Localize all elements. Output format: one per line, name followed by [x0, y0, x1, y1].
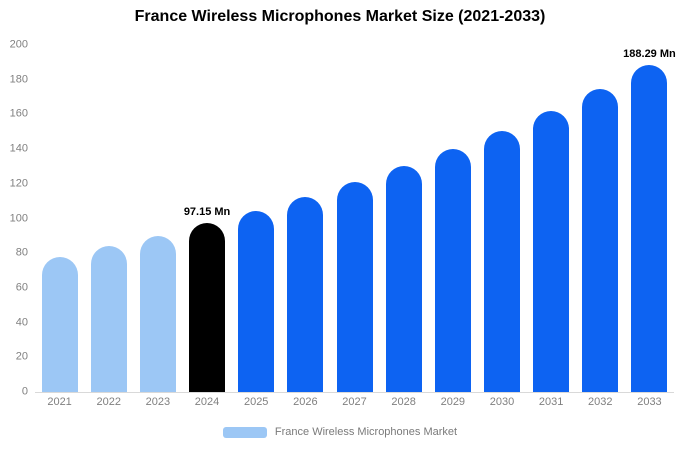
- y-tick-label: 60: [15, 281, 28, 294]
- y-tick-label: 0: [21, 385, 28, 398]
- bar-2028: [385, 166, 422, 392]
- bar-2029: [434, 148, 471, 392]
- x-axis: 2021 2022 2023 2024 2025 2026 2027 2028 2029 2030…: [35, 396, 674, 408]
- y-tick-label: 100: [9, 212, 28, 224]
- bar-2024: 97.15 Mn: [184, 206, 230, 392]
- bar-slot: [232, 45, 281, 392]
- x-axis-label: 2033: [637, 396, 662, 408]
- y-tick-label: 120: [9, 177, 28, 190]
- x-axis-label: 2026: [293, 396, 318, 408]
- legend: France Wireless Microphones Market: [0, 426, 680, 438]
- legend-label: France Wireless Microphones Market: [274, 426, 458, 438]
- x-axis-label: 2022: [96, 396, 121, 408]
- bar-2022: [90, 246, 127, 392]
- bar-slot: [576, 45, 625, 392]
- y-axis: 0 20 40 60 80 100 120 140 160 180 200: [0, 39, 28, 397]
- bar-2033: 188.29 Mn: [623, 48, 676, 392]
- bar-slot: [477, 45, 526, 392]
- bar-slot: [527, 45, 576, 392]
- y-tick-label: 200: [9, 38, 28, 51]
- bars-row: 97.15 Mn 188.29 Mn: [35, 45, 676, 392]
- bar-2031: [533, 110, 570, 392]
- bar-2025: [238, 210, 275, 392]
- y-tick-label: 20: [15, 350, 28, 363]
- x-axis-label: 2028: [391, 396, 416, 408]
- x-axis-label: 2021: [47, 396, 72, 408]
- bar-slot: [330, 45, 379, 392]
- bar-2021: [41, 256, 78, 392]
- chart-title: France Wireless Microphones Market Size …: [134, 8, 546, 25]
- y-tick-label: 40: [15, 316, 28, 329]
- bar-slot: 188.29 Mn: [623, 45, 676, 392]
- x-axis-label: 2027: [342, 396, 367, 408]
- bar-2027: [336, 182, 373, 392]
- x-axis-label: 2025: [243, 396, 269, 408]
- bar-value-label: 188.29 Mn: [623, 48, 676, 61]
- bar-slot: [84, 45, 133, 392]
- bar-slot: [281, 45, 330, 392]
- plot-area: 97.15 Mn 188.29 Mn: [35, 45, 676, 393]
- x-axis-label: 2031: [538, 396, 564, 408]
- y-tick-label: 180: [9, 73, 28, 86]
- y-tick-label: 140: [9, 142, 28, 155]
- y-tick-label: 80: [15, 246, 28, 259]
- y-tick-label: 160: [9, 107, 28, 120]
- bar-2023: [139, 235, 176, 392]
- bar-slot: [133, 45, 182, 392]
- bar-2026: [287, 197, 324, 392]
- x-axis-label: 2023: [145, 396, 171, 408]
- bar-value-label: 97.15 Mn: [183, 206, 231, 219]
- x-axis-label: 2032: [588, 396, 613, 408]
- bar-slot: 97.15 Mn: [182, 45, 231, 392]
- legend-swatch-icon: [222, 426, 267, 438]
- bar-2032: [582, 89, 619, 392]
- x-axis-label: 2030: [489, 396, 515, 408]
- bar-slot: [379, 45, 428, 392]
- bar-2030: [483, 130, 520, 392]
- x-axis-label: 2029: [440, 396, 466, 408]
- bar-slot: [428, 45, 477, 392]
- bar-slot: [35, 45, 84, 392]
- x-axis-label: 2024: [194, 396, 220, 408]
